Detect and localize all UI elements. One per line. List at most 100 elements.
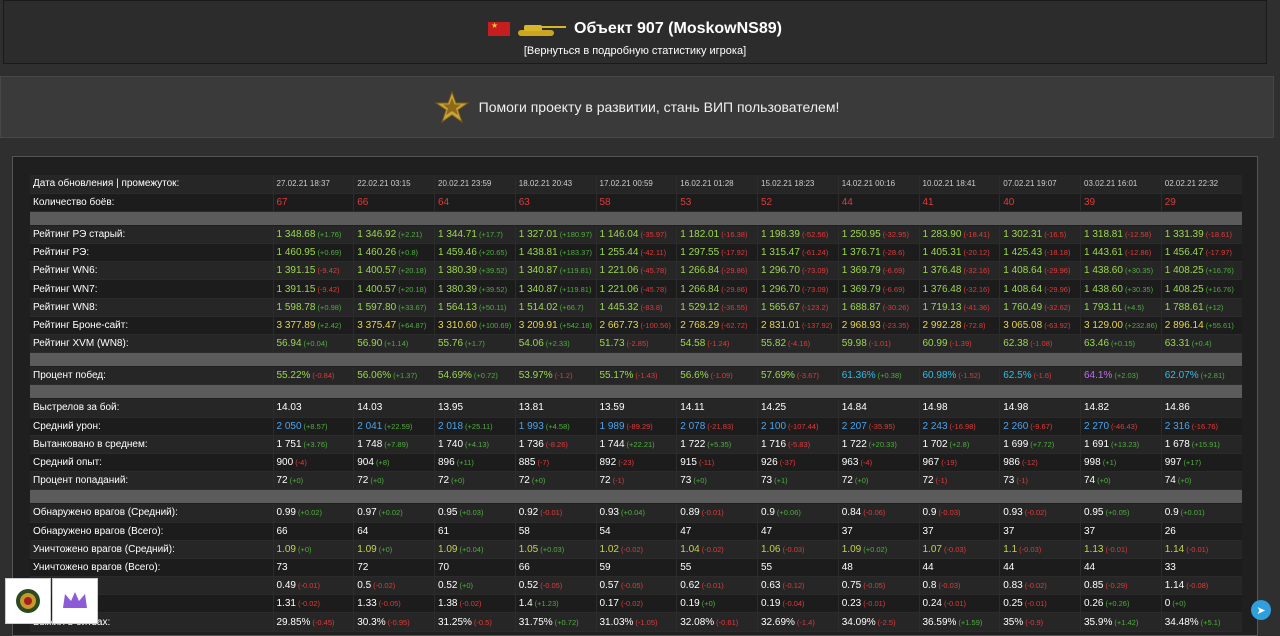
stat-value: 1.09 <box>276 543 296 555</box>
date-cell: 18.02.21 20:43 <box>514 175 596 194</box>
stat-delta: (-42.11) <box>640 248 667 258</box>
premium-badge[interactable] <box>52 578 98 624</box>
stat-delta: (-0.29) <box>1105 581 1128 591</box>
stat-value: 904 <box>357 457 374 469</box>
row-label: Обнаружено врагов (Всего): <box>30 522 273 541</box>
stat-cell: 1 438.60 (+30.35) <box>1080 261 1162 281</box>
stat-delta: (+0.04) <box>620 508 645 518</box>
stat-cell: 0.24 (-0.01) <box>918 594 1000 614</box>
stat-value: 1 318.81 <box>1084 228 1123 240</box>
stat-value: 1 266.84 <box>680 265 720 277</box>
stat-value: 1.14 <box>1164 543 1185 555</box>
battles-cell: 41 <box>918 193 1000 212</box>
stat-value: 1.31 <box>276 598 296 610</box>
stat-delta: (-0.61) <box>716 617 739 627</box>
stat-delta: (+0.04) <box>459 544 484 554</box>
stat-delta: (-0.12) <box>782 581 805 591</box>
stat-value: 55 <box>761 561 773 573</box>
stat-delta: (-0.84) <box>312 371 335 381</box>
stat-value: 1 327.01 <box>518 228 558 240</box>
stat-value: 34.09% <box>841 616 876 628</box>
stat-value: 54 <box>599 525 611 537</box>
stat-cell: 1 408.64 (-29.96) <box>999 261 1081 281</box>
stat-cell: 73 (-1) <box>999 471 1081 491</box>
stat-value: 1 691 <box>1084 438 1110 450</box>
stat-delta: (+20.65) <box>478 248 508 258</box>
stat-delta: (-72.8) <box>963 320 986 330</box>
stat-delta: (-12.86) <box>1124 248 1152 258</box>
stat-cell: 72 (+0) <box>272 471 354 491</box>
stat-value: 1 460.95 <box>276 247 316 259</box>
stat-cell: 1 514.02 (+66.7) <box>514 298 596 317</box>
stat-cell: 55.22% (-0.84) <box>272 366 354 386</box>
stat-delta: (-0.01) <box>863 599 886 609</box>
stat-cell: 1.07 (-0.03) <box>918 540 1000 559</box>
stat-delta: (+64.87) <box>398 320 427 330</box>
stat-delta: (+4.58) <box>545 421 570 431</box>
stat-value: 1 380.39 <box>438 283 477 295</box>
vip-banner[interactable]: Помоги проекту в развитии, стань ВИП пол… <box>0 76 1274 138</box>
stat-delta: (+0.01) <box>1180 508 1205 518</box>
stat-cell: 1 529.12 (-36.55) <box>676 298 758 317</box>
stat-delta: (-0.01) <box>943 599 967 609</box>
stat-value: 13.59 <box>599 402 625 414</box>
row-label: Рейтинг XVM (WN8): <box>30 334 273 354</box>
stat-cell: 31.25% (-0.5) <box>434 612 516 632</box>
stat-value: 0 <box>1164 598 1171 610</box>
stat-value: 926 <box>761 457 778 469</box>
stat-value: 1 740 <box>438 438 464 450</box>
clan-badge[interactable] <box>5 578 51 624</box>
stat-delta: (+1.23) <box>534 599 559 609</box>
stat-delta: (-0.45) <box>312 617 335 627</box>
row-label: Рейтинг РЭ: <box>30 243 273 263</box>
stat-cell: 0.25 (-0.01) <box>999 594 1081 614</box>
stat-delta: (-29.96) <box>1044 284 1071 294</box>
stat-value: 48 <box>841 561 853 573</box>
section-separator <box>30 352 1242 368</box>
row-label: Рейтинг РЭ старый: <box>30 225 273 245</box>
stat-cell: 885 (-7) <box>514 453 596 473</box>
stat-value: 1 597.80 <box>357 301 397 313</box>
stat-delta: (-18.41) <box>963 229 990 239</box>
stat-delta: (-45.78) <box>640 266 667 276</box>
telegram-icon[interactable]: ➤ <box>1251 600 1271 620</box>
stat-delta: (-3.67) <box>796 371 820 381</box>
stat-value: 59.98 <box>841 338 867 350</box>
stat-value: 2 078 <box>680 420 706 432</box>
stat-delta: (-18.18) <box>1044 248 1071 258</box>
stat-value: 2 968.93 <box>841 319 881 331</box>
stat-delta: (+20.18) <box>398 266 427 276</box>
back-to-stats-link[interactable]: [Вернуться в подробную статистику игрока… <box>523 45 747 57</box>
stat-cell: 72 (-1) <box>918 471 1000 491</box>
stat-value: 963 <box>841 457 859 469</box>
stat-delta: (+16.76) <box>1205 284 1234 294</box>
stat-cell: 54.69% (+0.72) <box>434 366 516 386</box>
stat-cell: 1 565.67 (-123.2) <box>757 298 839 317</box>
stat-cell: 37 <box>837 522 919 541</box>
date-cell: 03.02.21 16:01 <box>1080 175 1162 194</box>
stat-cell: 2 243 (-16.98) <box>918 417 1000 436</box>
stat-delta: (+0.38) <box>877 371 902 381</box>
stat-value: 66 <box>518 561 530 573</box>
stat-delta: (-9.42) <box>317 266 340 276</box>
stat-value: 1 438.60 <box>1084 265 1123 277</box>
stat-value: 32.69% <box>761 616 795 628</box>
stat-value: 26 <box>1164 525 1176 537</box>
stat-delta: (-1.43) <box>635 371 658 381</box>
stat-value: 44 <box>1003 561 1015 573</box>
stat-cell: 2 992.28 (-72.8) <box>918 316 1000 336</box>
stat-delta: (+183.37) <box>559 248 593 258</box>
stat-value: 0.5 <box>357 580 372 592</box>
battles-cell: 63 <box>514 193 596 212</box>
stat-delta: (+4.13) <box>465 439 490 449</box>
stat-value: 0.52 <box>438 580 458 592</box>
stat-cell: 1 459.46 (+20.65) <box>434 243 516 263</box>
stat-value: 1 405.31 <box>922 247 962 259</box>
stat-delta: (-1.52) <box>958 371 981 381</box>
stat-cell: 1 678 (+15.91) <box>1160 435 1242 454</box>
stat-value: 1 565.67 <box>761 301 800 313</box>
stat-cell: 1 302.31 (-16.5) <box>999 225 1081 245</box>
stat-delta: (-17.92) <box>721 248 748 258</box>
stat-value: 1 445.32 <box>599 301 639 313</box>
stat-delta: (+0) <box>1097 476 1111 486</box>
